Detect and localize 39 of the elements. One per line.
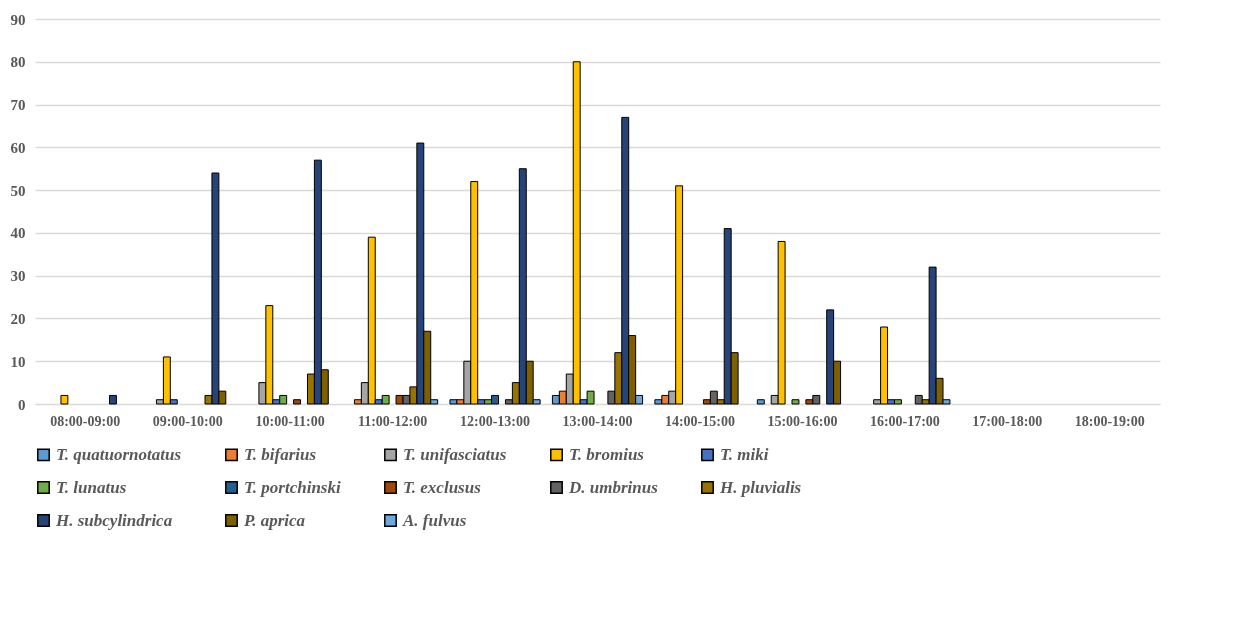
bar bbox=[108, 394, 117, 405]
y-tick-label: 80 bbox=[10, 54, 26, 71]
legend-label: T. exclusus bbox=[403, 477, 482, 497]
y-tick-label: 40 bbox=[10, 225, 26, 242]
legend-label: T. quatuornotatus bbox=[56, 444, 182, 464]
x-tick-label: 16:00-17:00 bbox=[869, 413, 940, 429]
x-tick-label: 13:00-14:00 bbox=[562, 413, 633, 429]
legend-label: T. bromius bbox=[569, 444, 645, 464]
x-tick-label: 11:00-12:00 bbox=[357, 413, 428, 429]
y-tick-label: 60 bbox=[10, 139, 26, 156]
y-tick-label: 10 bbox=[10, 353, 26, 370]
x-tick-label: 14:00-15:00 bbox=[664, 413, 735, 429]
y-tick-label: 20 bbox=[10, 310, 26, 327]
bar bbox=[791, 399, 800, 405]
legend-label: D. umbrinus bbox=[568, 477, 659, 497]
x-tick-label: 10:00-11:00 bbox=[255, 413, 325, 429]
y-tick-label: 0 bbox=[18, 396, 26, 413]
x-tick-label: 12:00-13:00 bbox=[460, 413, 531, 429]
y-tick-label: 70 bbox=[10, 97, 26, 114]
x-tick-label: 08:00-09:00 bbox=[50, 413, 121, 429]
legend-label: T. miki bbox=[720, 444, 769, 464]
bar bbox=[756, 399, 765, 405]
legend-label: H. pluvialis bbox=[719, 477, 802, 497]
legend-label: T. unifasciatus bbox=[403, 444, 507, 464]
y-tick-label: 50 bbox=[10, 182, 26, 199]
legend-label: P. aprica bbox=[243, 510, 306, 530]
x-tick-label: 18:00-19:00 bbox=[1074, 413, 1145, 429]
legend-label: T. portchinski bbox=[244, 477, 341, 497]
legend-label: T. lunatus bbox=[56, 477, 127, 497]
legend-label: H. subcylindrica bbox=[55, 510, 173, 530]
y-tick-label: 30 bbox=[10, 268, 26, 285]
legend-label: A. fulvus bbox=[402, 510, 467, 530]
y-tick-label: 90 bbox=[10, 11, 26, 28]
bar bbox=[293, 399, 302, 405]
x-tick-label: 15:00-16:00 bbox=[767, 413, 838, 429]
bar bbox=[60, 394, 69, 405]
x-tick-label: 17:00-18:00 bbox=[972, 413, 1043, 429]
legend-label: T. bifarius bbox=[244, 444, 317, 464]
x-tick-label: 09:00-10:00 bbox=[152, 413, 223, 429]
